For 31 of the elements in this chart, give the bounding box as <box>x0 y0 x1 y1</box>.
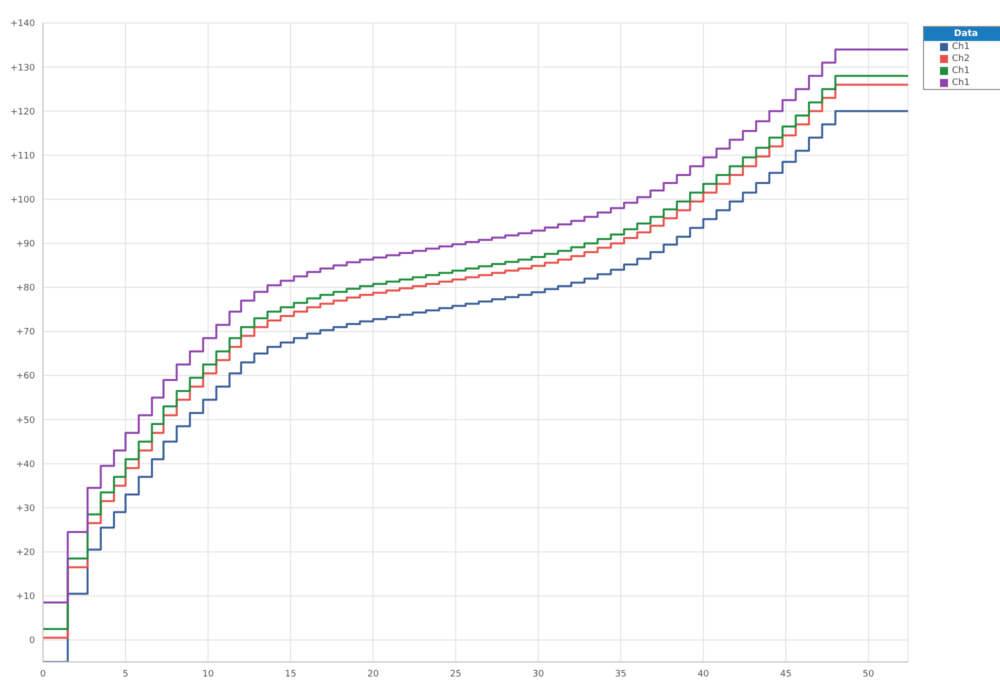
y-tick-label: +110 <box>10 151 36 162</box>
x-tick-label: 45 <box>780 669 792 680</box>
x-tick-label: 50 <box>862 669 874 680</box>
legend-label: Ch1 <box>952 66 970 76</box>
x-tick-label: 10 <box>202 669 214 680</box>
legend-label: Ch1 <box>952 78 970 88</box>
x-tick-label: 25 <box>450 669 462 680</box>
y-tick-label: +60 <box>16 372 36 382</box>
x-tick-label: 40 <box>698 669 710 680</box>
legend-label: Ch1 <box>952 42 970 52</box>
x-tick-label: 35 <box>615 669 626 680</box>
y-tick-label: +120 <box>10 107 36 118</box>
legend-label: Ch2 <box>952 54 970 64</box>
y-tick-label: +140 <box>10 19 36 30</box>
y-tick-label: +100 <box>10 195 36 206</box>
y-tick-label: +50 <box>16 416 36 426</box>
x-tick-label: 5 <box>122 669 128 680</box>
x-tick-label: 30 <box>532 669 544 680</box>
y-tick-label: +20 <box>16 548 36 558</box>
y-tick-label: +30 <box>16 504 36 514</box>
x-tick-label: 15 <box>284 669 296 680</box>
y-tick-label: +70 <box>16 328 36 338</box>
y-tick-label: +40 <box>16 460 36 470</box>
y-tick-label: +90 <box>16 240 36 250</box>
x-tick-label: 0 <box>40 669 46 680</box>
y-tick-label: +80 <box>16 284 36 294</box>
y-tick-label: +10 <box>16 592 36 602</box>
y-tick-label: 0 <box>29 636 36 646</box>
legend-title: Data <box>924 27 1000 41</box>
x-tick-label: 20 <box>367 669 380 680</box>
y-tick-label: +130 <box>10 63 36 74</box>
